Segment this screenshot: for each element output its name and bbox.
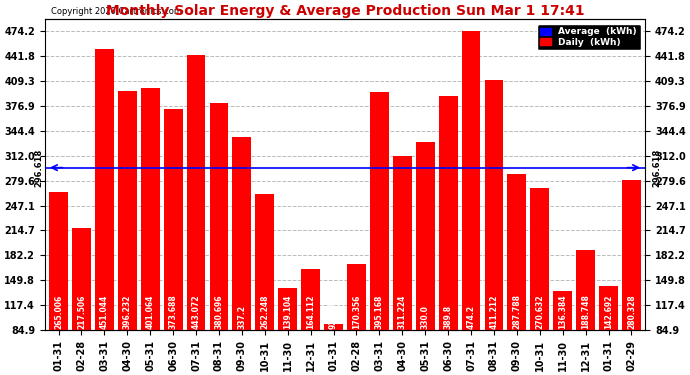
Text: 217.506: 217.506 <box>77 295 86 329</box>
Text: 389.8: 389.8 <box>444 305 453 329</box>
Text: 139.104: 139.104 <box>283 295 292 329</box>
Text: 474.2: 474.2 <box>466 305 475 329</box>
Text: 443.072: 443.072 <box>192 295 201 329</box>
Text: Copyright 2020 Cartronics.com: Copyright 2020 Cartronics.com <box>51 7 181 16</box>
Text: 142.692: 142.692 <box>604 295 613 329</box>
Bar <box>576 251 595 375</box>
Text: 395.168: 395.168 <box>375 295 384 329</box>
Bar <box>553 291 572 375</box>
Text: 136.384: 136.384 <box>558 295 567 329</box>
Bar <box>599 286 618 375</box>
Text: 380.696: 380.696 <box>215 295 224 329</box>
Text: 411.212: 411.212 <box>489 295 498 329</box>
Text: 265.006: 265.006 <box>54 295 63 329</box>
Bar <box>324 324 343 375</box>
Legend: Average  (kWh), Daily  (kWh): Average (kWh), Daily (kWh) <box>537 24 641 50</box>
Text: 401.064: 401.064 <box>146 295 155 329</box>
Title: Monthly Solar Energy & Average Production Sun Mar 1 17:41: Monthly Solar Energy & Average Productio… <box>106 4 584 18</box>
Bar <box>95 49 114 375</box>
Bar <box>72 228 91 375</box>
Text: 396.232: 396.232 <box>123 295 132 329</box>
Text: 287.788: 287.788 <box>513 294 522 329</box>
Bar <box>49 192 68 375</box>
Bar <box>278 288 297 375</box>
Text: 262.248: 262.248 <box>260 295 269 329</box>
Bar <box>255 194 274 375</box>
Text: 373.688: 373.688 <box>168 294 177 329</box>
Text: 337.2: 337.2 <box>237 305 246 329</box>
Bar <box>141 87 159 375</box>
Bar <box>507 174 526 375</box>
Text: 296.618: 296.618 <box>34 148 43 187</box>
Text: 330.0: 330.0 <box>421 305 430 329</box>
Bar <box>164 108 183 375</box>
Bar <box>439 96 457 375</box>
Bar <box>118 91 137 375</box>
Text: 451.044: 451.044 <box>100 295 109 329</box>
Bar <box>186 56 206 375</box>
Bar <box>347 264 366 375</box>
Text: 188.748: 188.748 <box>581 294 590 329</box>
Text: 280.328: 280.328 <box>627 295 636 329</box>
Bar <box>233 136 251 375</box>
Bar <box>531 188 549 375</box>
Bar <box>462 32 480 375</box>
Text: 164.112: 164.112 <box>306 295 315 329</box>
Text: 270.632: 270.632 <box>535 295 544 329</box>
Bar <box>622 180 641 375</box>
Bar <box>484 80 504 375</box>
Text: 311.224: 311.224 <box>398 295 407 329</box>
Text: 92.564: 92.564 <box>329 300 338 329</box>
Bar <box>393 156 412 375</box>
Bar <box>370 92 388 375</box>
Bar <box>302 269 320 375</box>
Bar <box>416 142 435 375</box>
Text: 296.618: 296.618 <box>653 148 662 187</box>
Text: 170.356: 170.356 <box>352 295 361 329</box>
Bar <box>210 103 228 375</box>
